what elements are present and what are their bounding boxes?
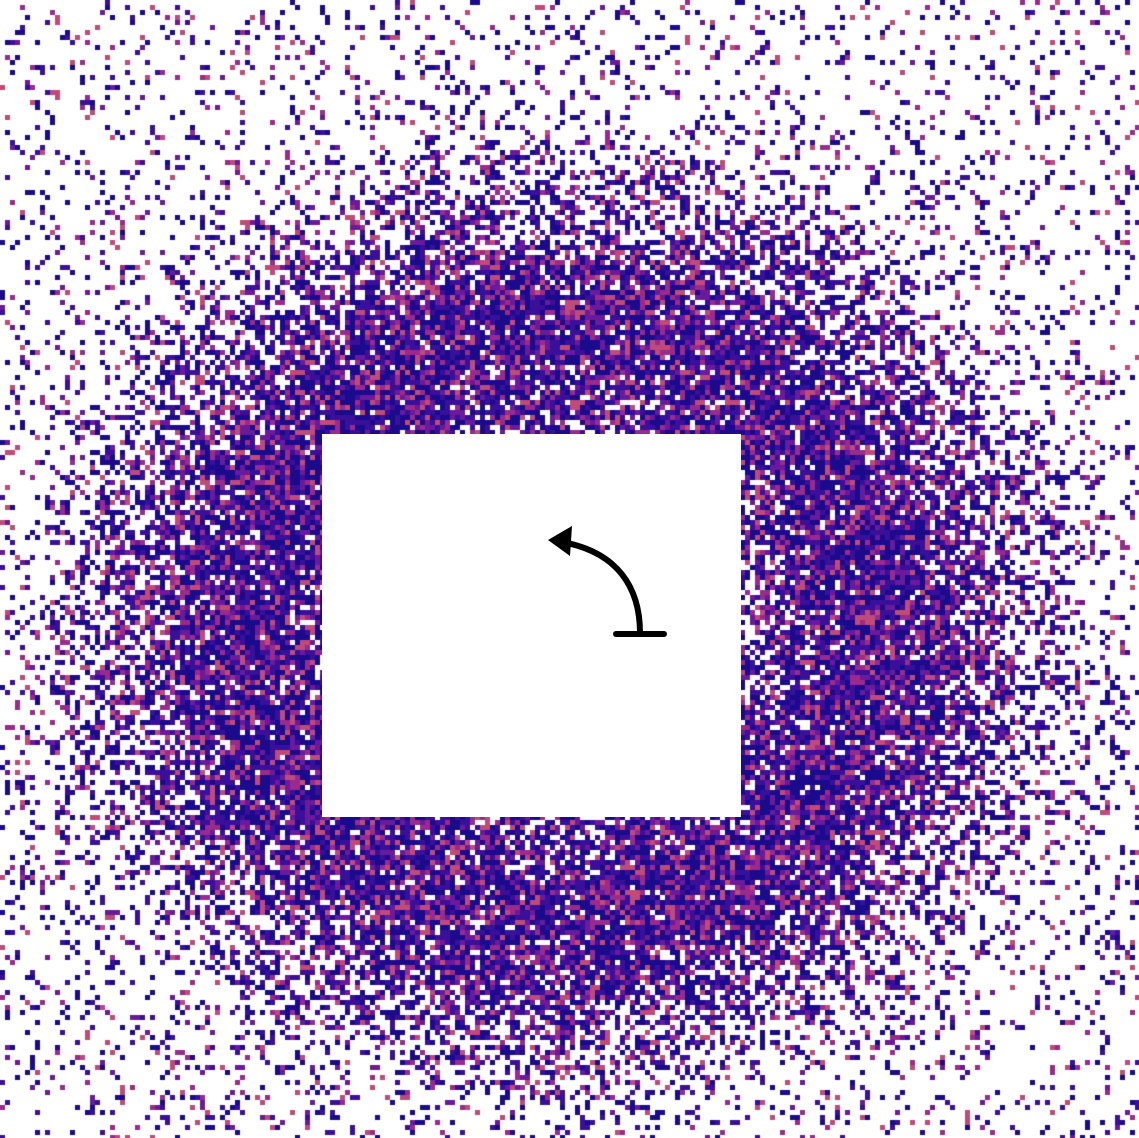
blank-center-panel	[322, 434, 741, 817]
turn-left-arrow-icon	[548, 526, 667, 637]
